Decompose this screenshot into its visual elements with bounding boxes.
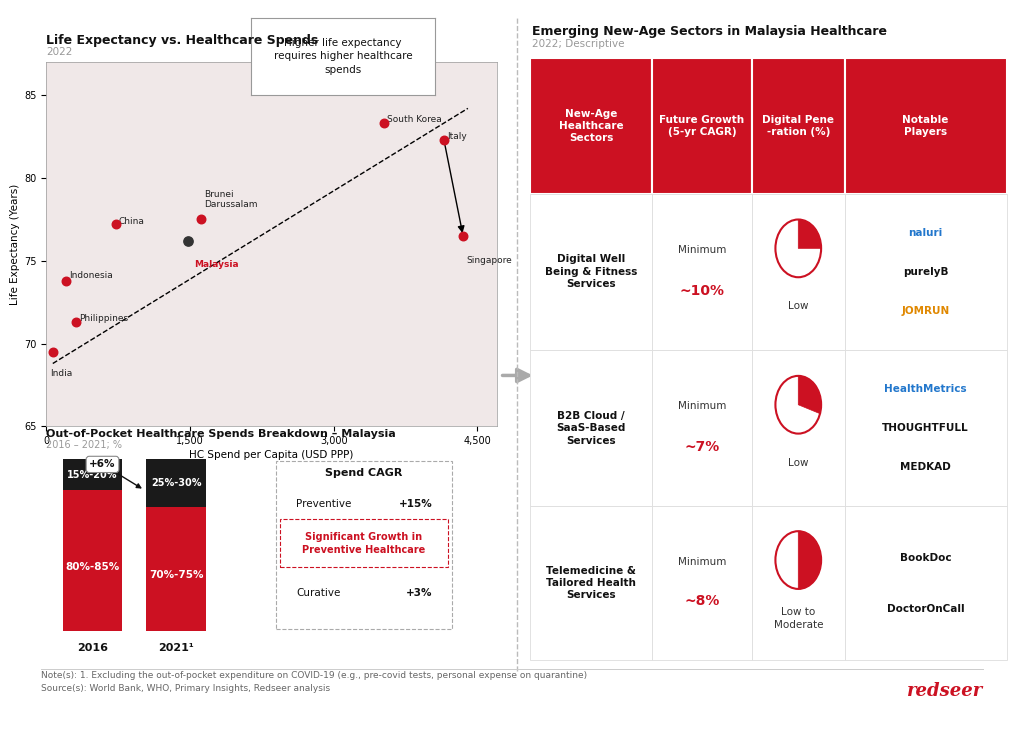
Circle shape bbox=[775, 219, 821, 277]
Wedge shape bbox=[799, 531, 821, 589]
Text: Life Expectancy vs. Healthcare Spends: Life Expectancy vs. Healthcare Spends bbox=[46, 34, 318, 47]
Y-axis label: Life Expectancy (Years): Life Expectancy (Years) bbox=[9, 184, 19, 305]
Bar bbox=[62, 459, 123, 490]
Bar bbox=[146, 507, 207, 631]
Bar bbox=[652, 507, 752, 660]
Text: +3%: +3% bbox=[406, 588, 432, 598]
Bar bbox=[530, 350, 652, 507]
Text: Minimum: Minimum bbox=[678, 557, 726, 566]
Text: 25%-30%: 25%-30% bbox=[152, 478, 202, 488]
Text: Preventive: Preventive bbox=[296, 499, 351, 509]
Point bbox=[108, 219, 124, 230]
Text: Source(s): World Bank, WHO, Primary Insights, Redseer analysis: Source(s): World Bank, WHO, Primary Insi… bbox=[41, 684, 330, 693]
Bar bbox=[845, 350, 1007, 507]
Text: JOMRUN: JOMRUN bbox=[901, 306, 950, 316]
Text: Out-of-Pocket Healthcare Spends Breakdown – Malaysia: Out-of-Pocket Healthcare Spends Breakdow… bbox=[46, 429, 396, 440]
Text: 2016: 2016 bbox=[77, 642, 108, 652]
Text: 2016 – 2021; %: 2016 – 2021; % bbox=[46, 440, 122, 451]
Text: Minimum: Minimum bbox=[678, 401, 726, 411]
Text: THOUGHTFULL: THOUGHTFULL bbox=[883, 424, 969, 433]
Text: Notable
Players: Notable Players bbox=[902, 114, 949, 137]
Text: Singapore: Singapore bbox=[466, 257, 512, 265]
Text: Spend CAGR: Spend CAGR bbox=[326, 468, 402, 478]
Text: Note(s): 1. Excluding the out-of-pocket expenditure on COVID-19 (e.g., pre-covid: Note(s): 1. Excluding the out-of-pocket … bbox=[41, 671, 587, 680]
Bar bbox=[752, 58, 845, 194]
Text: HealthMetrics: HealthMetrics bbox=[885, 384, 967, 394]
Point bbox=[58, 275, 75, 286]
Text: 80%-85%: 80%-85% bbox=[66, 562, 120, 572]
Text: Future Growth
(5-yr CAGR): Future Growth (5-yr CAGR) bbox=[659, 114, 744, 137]
Bar bbox=[652, 350, 752, 507]
Bar bbox=[62, 490, 123, 631]
Wedge shape bbox=[799, 376, 821, 413]
Bar bbox=[845, 507, 1007, 660]
Text: Indonesia: Indonesia bbox=[69, 271, 113, 280]
Point bbox=[68, 316, 84, 328]
Text: 15%-20%: 15%-20% bbox=[68, 469, 118, 480]
Text: Philippines: Philippines bbox=[79, 314, 128, 323]
Bar bbox=[652, 58, 752, 194]
Text: Emerging New-Age Sectors in Malaysia Healthcare: Emerging New-Age Sectors in Malaysia Hea… bbox=[532, 25, 888, 38]
Circle shape bbox=[775, 376, 821, 434]
Text: 2022; Descriptive: 2022; Descriptive bbox=[532, 39, 625, 49]
Text: B2B Cloud /
SaaS-Based
Services: B2B Cloud / SaaS-Based Services bbox=[556, 411, 626, 445]
Wedge shape bbox=[799, 219, 821, 249]
Text: ~10%: ~10% bbox=[679, 284, 724, 297]
Text: China: China bbox=[119, 217, 144, 225]
Bar bbox=[530, 58, 652, 194]
Text: South Korea: South Korea bbox=[387, 115, 442, 125]
Bar bbox=[752, 507, 845, 660]
Text: 2021¹: 2021¹ bbox=[159, 642, 195, 652]
Text: New-Age
Healthcare
Sectors: New-Age Healthcare Sectors bbox=[559, 109, 624, 144]
Text: Digital Well
Being & Fitness
Services: Digital Well Being & Fitness Services bbox=[545, 254, 637, 289]
Text: Brunei
Darussalam: Brunei Darussalam bbox=[204, 190, 258, 209]
Text: Malaysia: Malaysia bbox=[194, 260, 239, 268]
Text: BookDoc: BookDoc bbox=[900, 553, 951, 563]
Text: Italy: Italy bbox=[446, 132, 467, 141]
Text: ~7%: ~7% bbox=[684, 440, 720, 454]
Text: Low: Low bbox=[788, 301, 809, 311]
FancyBboxPatch shape bbox=[276, 461, 452, 629]
Text: 70%-75%: 70%-75% bbox=[150, 570, 204, 580]
Text: Curative: Curative bbox=[296, 588, 340, 598]
Point bbox=[455, 230, 471, 242]
Point bbox=[194, 214, 210, 225]
Bar bbox=[845, 58, 1007, 194]
X-axis label: HC Spend per Capita (USD PPP): HC Spend per Capita (USD PPP) bbox=[189, 451, 353, 460]
Text: purelyB: purelyB bbox=[903, 267, 948, 277]
Text: Higher life expectancy
requires higher healthcare
spends: Higher life expectancy requires higher h… bbox=[273, 39, 413, 74]
Text: +6%: +6% bbox=[89, 459, 140, 488]
Circle shape bbox=[775, 531, 821, 589]
Bar bbox=[146, 459, 207, 507]
Text: MEDKAD: MEDKAD bbox=[900, 462, 951, 472]
Bar bbox=[845, 194, 1007, 350]
Bar bbox=[530, 194, 652, 350]
Text: DoctorOnCall: DoctorOnCall bbox=[887, 604, 965, 614]
Text: Minimum: Minimum bbox=[678, 245, 726, 255]
Text: Significant Growth in
Preventive Healthcare: Significant Growth in Preventive Healthc… bbox=[302, 531, 426, 555]
Point bbox=[436, 134, 453, 146]
Bar bbox=[752, 194, 845, 350]
Point bbox=[180, 235, 197, 246]
Bar bbox=[752, 350, 845, 507]
Text: Low to
Moderate: Low to Moderate bbox=[773, 607, 823, 630]
Text: Low: Low bbox=[788, 458, 809, 467]
Bar bbox=[530, 507, 652, 660]
Text: ~8%: ~8% bbox=[684, 594, 720, 609]
Point bbox=[376, 117, 392, 129]
Text: Telemedicine &
Tailored Health
Services: Telemedicine & Tailored Health Services bbox=[546, 566, 636, 601]
Bar bbox=[652, 194, 752, 350]
Text: redseer: redseer bbox=[907, 682, 983, 700]
Text: naluri: naluri bbox=[908, 227, 943, 238]
Text: Digital Pene
-ration (%): Digital Pene -ration (%) bbox=[762, 114, 835, 137]
Text: 2022: 2022 bbox=[46, 47, 73, 58]
Text: +15%: +15% bbox=[398, 499, 432, 509]
Point bbox=[45, 346, 61, 358]
Text: India: India bbox=[50, 369, 72, 378]
